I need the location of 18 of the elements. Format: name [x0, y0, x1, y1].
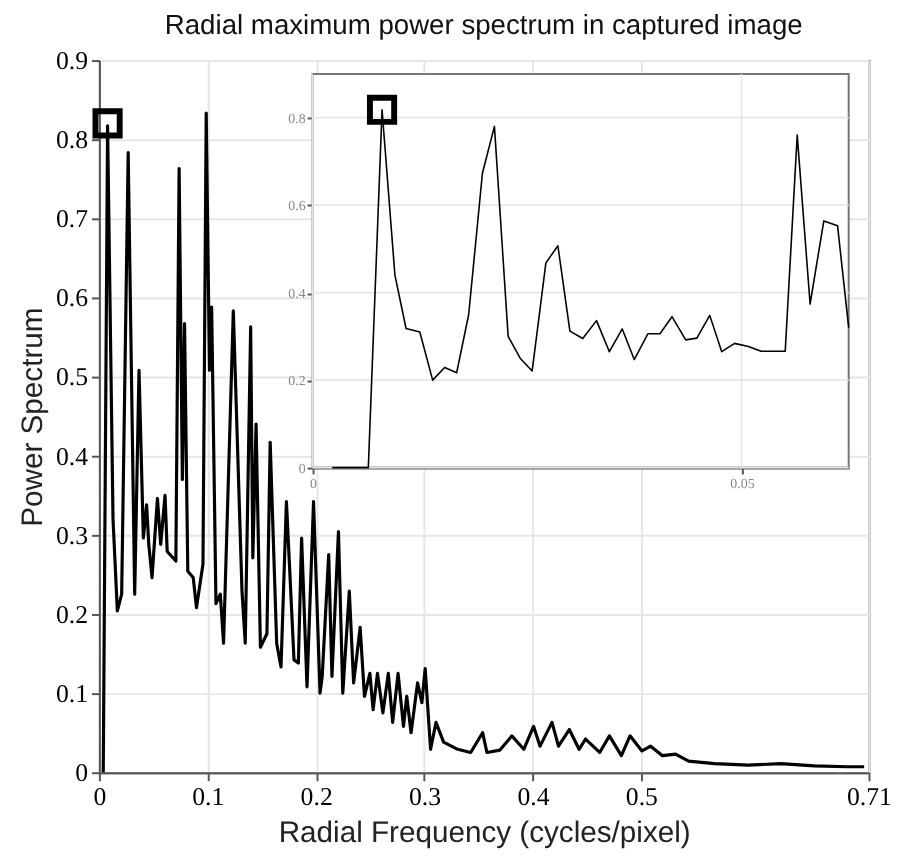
y-tick-label: 0.7: [55, 205, 90, 234]
y-tick-label: 0.8: [55, 126, 89, 155]
y-tick-label: 0.3: [55, 521, 89, 550]
x-tick-label: 0.1: [192, 782, 225, 811]
y-tick-label: 0.6: [55, 284, 90, 313]
y-tick-label: 0.1: [55, 680, 89, 709]
y-tick-label: 0.5: [55, 363, 89, 392]
x-tick-label: 0.5: [625, 782, 658, 811]
x-tick-label: 0.3: [409, 782, 442, 811]
y-tick-label: 0.9: [55, 46, 89, 75]
y-tick-label: 0.2: [55, 600, 89, 629]
x-tick-label: 0.4: [517, 782, 551, 811]
y-axis-title: Power Spectrum: [18, 307, 51, 527]
y-tick-label: 0: [75, 759, 89, 788]
y-tick-label: 0.4: [55, 442, 90, 471]
x-axis-title: Radial Frequency (cycles/pixel): [278, 818, 691, 851]
chart-title: Radial maximum power spectrum in captured image: [164, 8, 804, 41]
x-tick-label: 0.71: [846, 782, 892, 811]
